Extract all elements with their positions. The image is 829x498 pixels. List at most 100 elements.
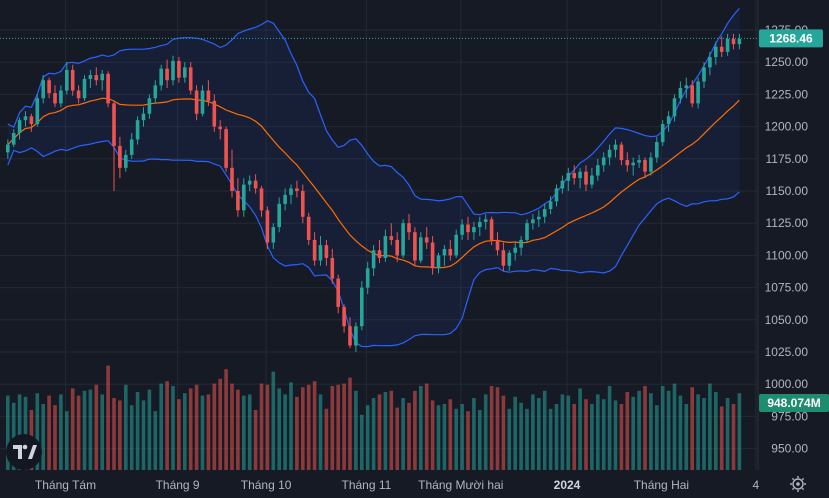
candle bbox=[259, 185, 264, 217]
volume-bar bbox=[731, 404, 736, 470]
volume-bar bbox=[100, 394, 104, 470]
candle bbox=[159, 64, 163, 91]
candle bbox=[607, 144, 612, 166]
candle bbox=[590, 167, 594, 189]
candle-body bbox=[596, 165, 600, 176]
volume-bar bbox=[383, 392, 388, 470]
candle-body bbox=[188, 67, 193, 91]
volume-bar bbox=[702, 398, 706, 470]
candle-body bbox=[277, 203, 281, 228]
volume-bar bbox=[165, 381, 169, 470]
candle bbox=[53, 85, 57, 108]
candle bbox=[501, 242, 506, 271]
volume-bar bbox=[413, 390, 417, 470]
volume-bar bbox=[495, 387, 500, 470]
volume-bar bbox=[572, 404, 576, 470]
volume-bar bbox=[460, 404, 464, 470]
candle bbox=[696, 77, 700, 109]
volume-bar bbox=[194, 384, 199, 470]
volume-bar bbox=[436, 405, 441, 470]
candle-body bbox=[129, 139, 134, 155]
candle-body bbox=[29, 116, 34, 125]
candle-body bbox=[702, 67, 706, 82]
candle-body bbox=[454, 234, 458, 256]
candle-body bbox=[289, 188, 293, 195]
volume-bar bbox=[271, 371, 276, 470]
volume-bar bbox=[660, 386, 665, 470]
candle-body bbox=[377, 250, 382, 258]
volume-bar bbox=[253, 410, 258, 470]
candle-body bbox=[531, 219, 535, 224]
candle-body bbox=[318, 245, 323, 261]
candle-body bbox=[247, 180, 252, 185]
candle bbox=[666, 111, 671, 132]
time-tick: Tháng Mười hai bbox=[418, 478, 503, 492]
volume-bar bbox=[11, 402, 16, 470]
candle-body bbox=[159, 68, 163, 86]
candle-body bbox=[265, 210, 270, 243]
volume-bar bbox=[507, 408, 512, 470]
volume-bar bbox=[277, 388, 281, 470]
candle bbox=[59, 85, 63, 108]
candle bbox=[82, 75, 87, 101]
last-price-tag: 1268.46 bbox=[759, 29, 823, 48]
volume-bar bbox=[65, 411, 69, 470]
volume-bar bbox=[200, 395, 205, 470]
candle-body bbox=[106, 73, 110, 104]
volume-bar bbox=[454, 408, 458, 470]
volume-bar bbox=[625, 392, 630, 470]
candle-body bbox=[436, 255, 441, 269]
candle-body bbox=[448, 248, 453, 256]
candle-body bbox=[525, 223, 529, 240]
volume-bar bbox=[596, 394, 600, 470]
volume-bar bbox=[643, 386, 647, 470]
candle-body bbox=[383, 236, 388, 258]
candle-body bbox=[466, 224, 470, 233]
candle bbox=[218, 120, 222, 140]
candle bbox=[678, 81, 683, 104]
candle-body bbox=[348, 326, 352, 346]
settings-gear-icon[interactable] bbox=[790, 476, 806, 492]
price-axis-bg bbox=[758, 0, 829, 470]
volume-bar bbox=[466, 411, 470, 470]
volume-bar bbox=[171, 386, 175, 470]
candle bbox=[619, 142, 624, 166]
volume-bar bbox=[365, 405, 370, 470]
candle-body bbox=[118, 145, 122, 168]
volume-bar bbox=[112, 398, 116, 470]
candle bbox=[637, 154, 641, 168]
candle bbox=[354, 322, 358, 352]
candle-body bbox=[165, 68, 169, 81]
price-tick: 1025.00 bbox=[765, 345, 809, 359]
candle bbox=[6, 139, 10, 159]
candle bbox=[283, 188, 287, 211]
candle bbox=[35, 94, 40, 127]
tradingview-logo-icon[interactable] bbox=[6, 434, 42, 470]
price-tick: 1200.00 bbox=[765, 120, 809, 134]
candle bbox=[147, 94, 152, 119]
candle bbox=[584, 165, 588, 191]
candle-body bbox=[360, 287, 364, 327]
candle-body bbox=[177, 60, 181, 78]
volume-bar bbox=[342, 383, 346, 470]
volume-bar bbox=[41, 404, 45, 470]
volume-bar bbox=[501, 395, 506, 470]
candle-body bbox=[53, 93, 57, 104]
grid bbox=[0, 0, 758, 470]
candle bbox=[466, 216, 470, 240]
candle-body bbox=[566, 172, 571, 181]
candle-body bbox=[619, 144, 624, 161]
volume-bar bbox=[719, 406, 724, 470]
candle bbox=[660, 120, 665, 146]
candle-body bbox=[82, 78, 87, 99]
time-axis[interactable]: Tháng Tám Tháng 9 Tháng 10 Tháng 11 Tháng Mư… bbox=[35, 478, 760, 492]
candle bbox=[277, 197, 281, 233]
candle bbox=[395, 232, 399, 262]
candle-body bbox=[212, 100, 217, 127]
candle-body bbox=[65, 69, 69, 91]
candle bbox=[224, 126, 228, 172]
candle-body bbox=[23, 116, 28, 121]
candle bbox=[342, 304, 346, 333]
volume-bar bbox=[70, 388, 75, 470]
